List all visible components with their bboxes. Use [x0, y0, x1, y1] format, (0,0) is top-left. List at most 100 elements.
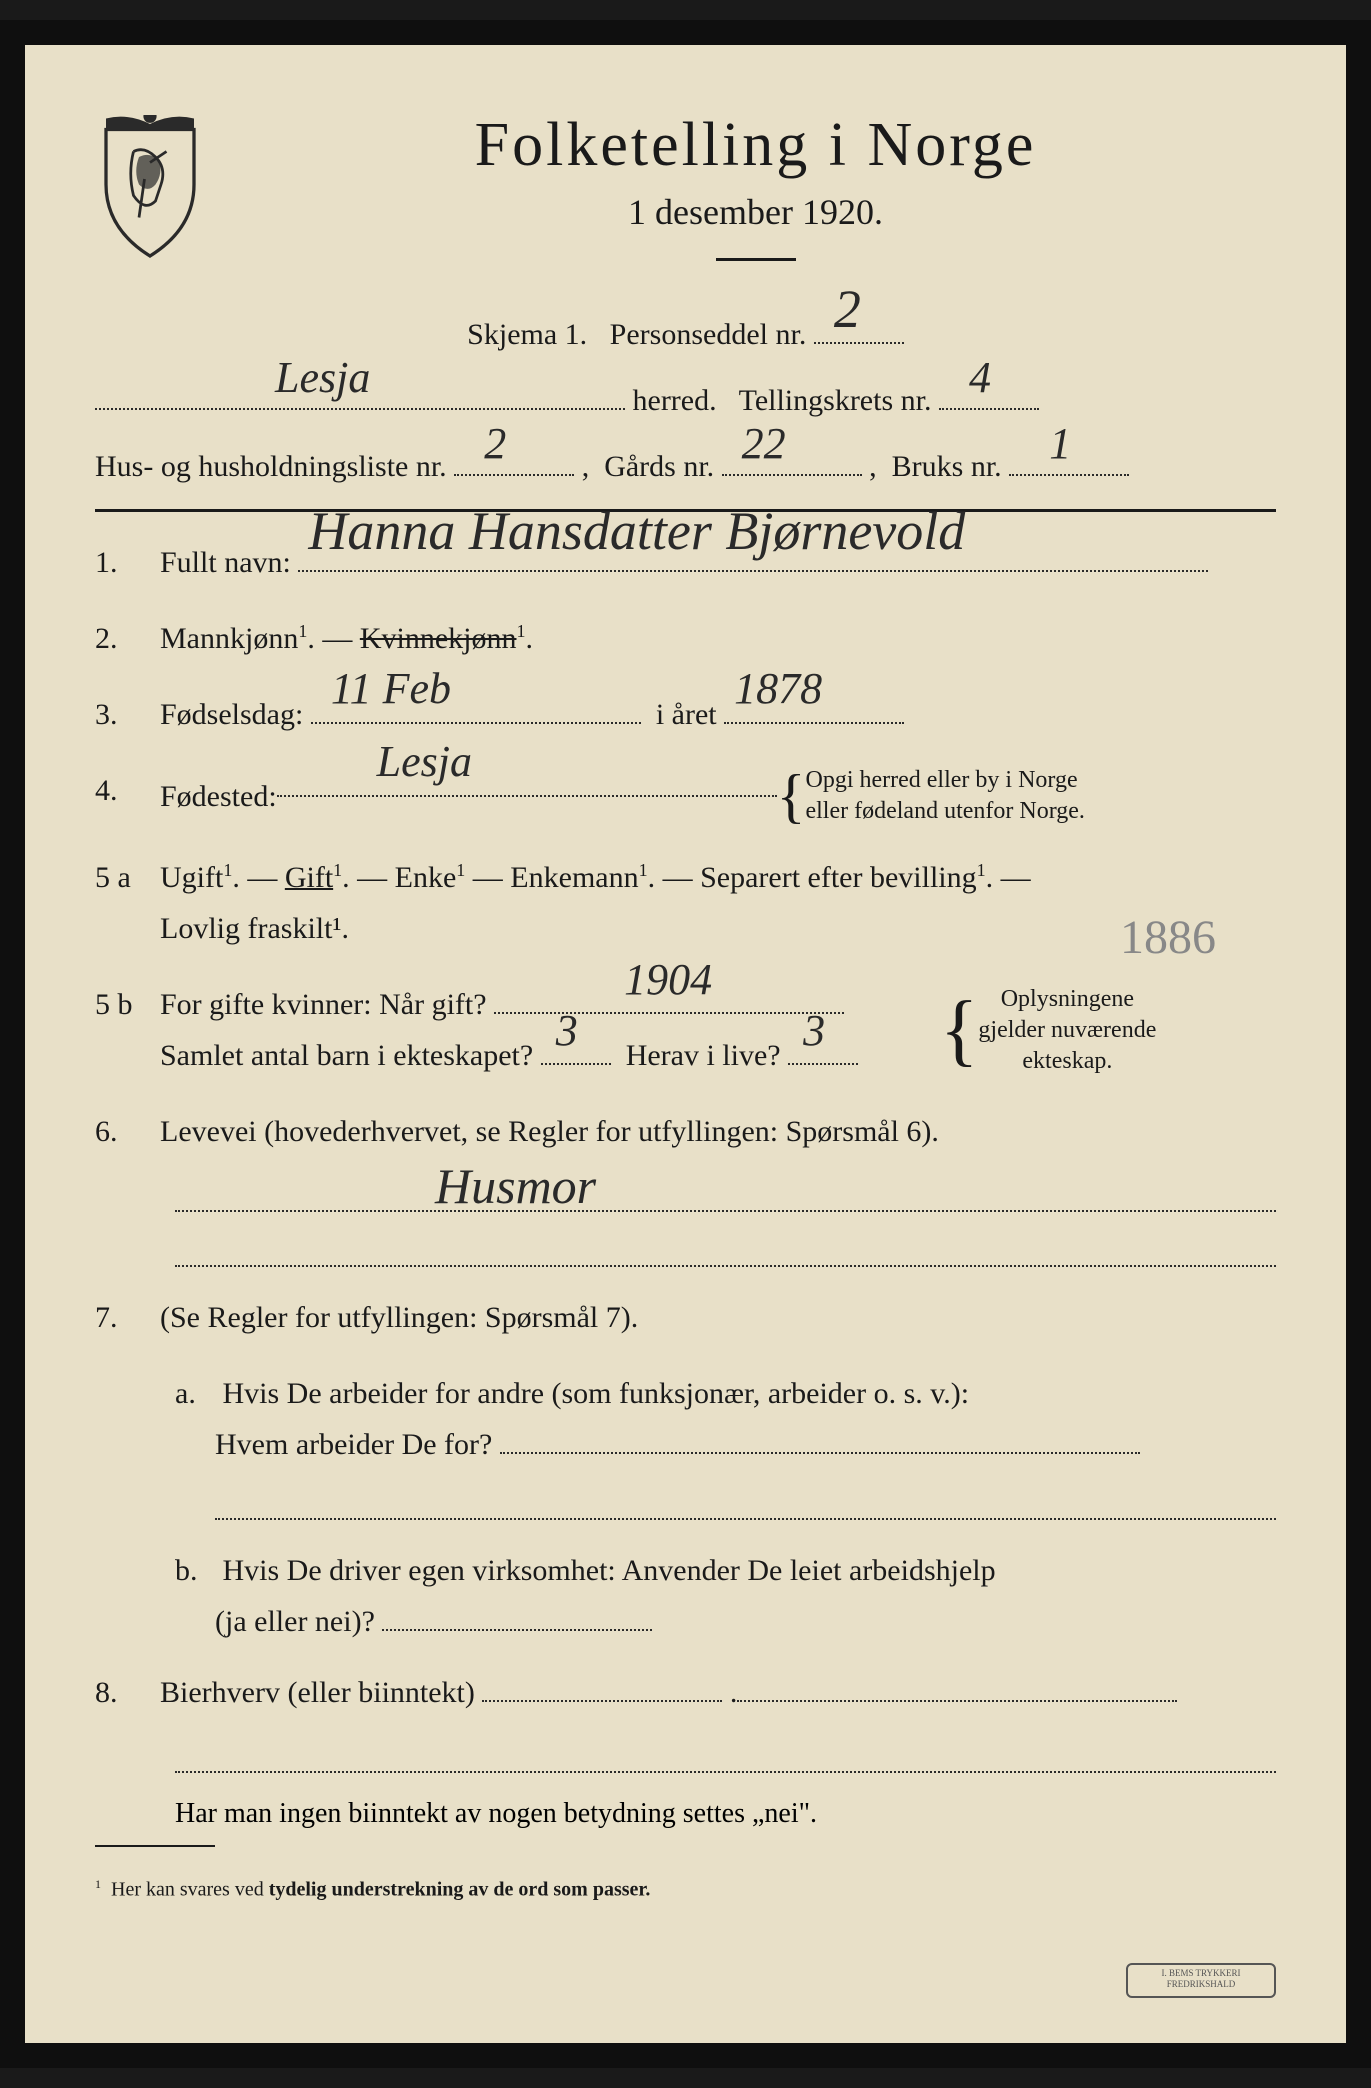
- q1-label: Fullt navn:: [160, 546, 291, 579]
- personseddel-field: 2: [814, 342, 904, 344]
- husliste-label: Hus- og husholdningsliste nr.: [95, 450, 447, 483]
- q6-field: Husmor: [175, 1182, 1276, 1212]
- q3-year-field: 1878: [724, 722, 904, 724]
- q8-note: Har man ingen biinntekt av nogen betydni…: [175, 1798, 1276, 1830]
- personseddel-label: Personseddel nr.: [610, 318, 807, 351]
- crest-icon: [95, 115, 205, 265]
- q7a: a. Hvis De arbeider for andre (som funks…: [175, 1368, 1276, 1470]
- q7b-line1: Hvis De driver egen virksomhet: Anvender…: [223, 1554, 996, 1587]
- q5b-barn-field: 3: [541, 1063, 611, 1065]
- q6-num: 6.: [95, 1106, 160, 1157]
- q5b-live-label: Herav i live?: [626, 1039, 781, 1072]
- q3: 3. Fødselsdag: 11 Feb i året 1878: [95, 689, 1276, 740]
- bruks-field: 1: [1009, 474, 1129, 476]
- herred-value: Lesja: [275, 343, 370, 413]
- bruks-value: 1: [1049, 409, 1071, 479]
- q5a-body: Ugift1. — Gift1. — Enke1 — Enkemann1. — …: [160, 852, 1276, 954]
- q5b-body: For gifte kvinner: Når gift? 1904 Samlet…: [160, 979, 1276, 1081]
- q3-day-value: 11 Feb: [331, 652, 451, 727]
- q2: 2. Mannkjønn1. — Kvinnekjønn1.: [95, 613, 1276, 664]
- q7a-field-2: [215, 1490, 1276, 1520]
- q5b-note1: Oplysningene: [1001, 986, 1134, 1012]
- q6: 6. Levevei (hovederhvervet, se Regler fo…: [95, 1106, 1276, 1157]
- q7a-field: [500, 1452, 1140, 1454]
- bruks-label: Bruks nr.: [892, 450, 1002, 483]
- q8-body: Bierhverv (eller biinntekt) .: [160, 1667, 1276, 1718]
- q8-label: Bierhverv (eller biinntekt): [160, 1676, 475, 1709]
- q6-value: Husmor: [435, 1157, 596, 1215]
- q4-field: Lesja: [277, 795, 777, 797]
- q5a-num: 5 a: [95, 852, 160, 954]
- personseddel-value: 2: [834, 266, 861, 352]
- husliste-line: Hus- og husholdningsliste nr. 2 , Gårds …: [95, 443, 1276, 491]
- q2-body: Mannkjønn1. — Kvinnekjønn1.: [160, 613, 1276, 664]
- q3-year-label: i året: [656, 698, 717, 731]
- census-form-page: Folketelling i Norge 1 desember 1920. Sk…: [0, 20, 1371, 2068]
- q5b-barn-label: Samlet antal barn i ekteskapet?: [160, 1039, 533, 1072]
- q8-field: [482, 1700, 722, 1702]
- q5b-label: For gifte kvinner: Når gift?: [160, 988, 487, 1021]
- q4-num: 4.: [95, 765, 160, 827]
- q1-value: Hanna Hansdatter Bjørnevold: [308, 486, 965, 578]
- title-divider: [716, 258, 796, 261]
- q7a-line2: Hvem arbeider De for?: [215, 1428, 492, 1461]
- q5b-note2: gjelder nuværende: [978, 1017, 1156, 1043]
- q5b-note3: ekteskap.: [1022, 1048, 1112, 1074]
- q1: 1. Fullt navn: Hanna Hansdatter Bjørnevo…: [95, 537, 1276, 588]
- q5a-line2: Lovlig fraskilt¹.: [160, 912, 349, 945]
- q7b-field: [382, 1629, 652, 1631]
- q5a: 5 a Ugift1. — Gift1. — Enke1 — Enkemann1…: [95, 852, 1276, 954]
- q6-label: Levevei (hovederhvervet, se Regler for u…: [160, 1115, 939, 1148]
- q2-mann: Mannkjønn: [160, 622, 298, 655]
- herred-label: herred.: [633, 384, 717, 417]
- tellingskrets-value: 4: [969, 343, 991, 413]
- tellingskrets-field: 4: [939, 408, 1039, 410]
- q1-num: 1.: [95, 537, 160, 588]
- q4-note1: Opgi herred eller by i Norge: [805, 767, 1077, 793]
- q3-body: Fødselsdag: 11 Feb i året 1878: [160, 689, 1276, 740]
- skjema-label: Skjema 1.: [467, 318, 587, 351]
- q7b-letter: b.: [175, 1545, 215, 1596]
- q5b-year-field: 1904: [494, 1012, 844, 1014]
- q5b-note: Oplysningene gjelder nuværende ekteskap.: [978, 984, 1156, 1078]
- gards-value: 22: [742, 409, 786, 479]
- footnote: 1 Her kan svares ved tydelig understrekn…: [95, 1877, 1276, 1902]
- herred-line: Lesja herred. Tellingskrets nr. 4: [95, 377, 1276, 425]
- herred-field: Lesja: [95, 408, 625, 410]
- gards-field: 22: [722, 474, 862, 476]
- q5b-num: 5 b: [95, 979, 160, 1081]
- brace-icon: {: [940, 998, 978, 1062]
- q4: 4. Fødested: Lesja { Opgi herred eller b…: [95, 765, 1276, 827]
- q7b: b. Hvis De driver egen virksomhet: Anven…: [175, 1545, 1276, 1647]
- q3-label: Fødselsdag:: [160, 698, 303, 731]
- q8-num: 8.: [95, 1667, 160, 1718]
- q6-body: Levevei (hovederhvervet, se Regler for u…: [160, 1106, 1276, 1157]
- title-block: Folketelling i Norge 1 desember 1920.: [235, 95, 1276, 291]
- q4-note: Opgi herred eller by i Norge eller fødel…: [805, 765, 1084, 827]
- q3-num: 3.: [95, 689, 160, 740]
- footnote-rule: [95, 1845, 215, 1847]
- q8: 8. Bierhverv (eller biinntekt) .: [95, 1667, 1276, 1718]
- pencil-year: 1886: [1120, 897, 1216, 979]
- q5b-year-value: 1904: [624, 943, 712, 1018]
- husliste-value: 2: [484, 409, 506, 479]
- q4-value: Lesja: [377, 725, 472, 800]
- q6-field-2: [175, 1237, 1276, 1267]
- q1-body: Fullt navn: Hanna Hansdatter Bjørnevold: [160, 537, 1276, 588]
- subtitle: 1 desember 1920.: [235, 191, 1276, 233]
- q5b-live-value: 3: [803, 994, 825, 1069]
- q7-num: 7.: [95, 1292, 160, 1343]
- q7: 7. (Se Regler for utfyllingen: Spørsmål …: [95, 1292, 1276, 1343]
- printer-stamp: I. BEMS TRYKKERI FREDRIKSHALD: [1126, 1963, 1276, 1998]
- q4-note2: eller fødeland utenfor Norge.: [805, 798, 1084, 824]
- skjema-line: Skjema 1. Personseddel nr. 2: [95, 311, 1276, 359]
- q3-day-field: 11 Feb: [311, 722, 641, 724]
- gards-label: Gårds nr.: [604, 450, 714, 483]
- q8-field-3: [175, 1743, 1276, 1773]
- main-title: Folketelling i Norge: [235, 110, 1276, 181]
- q1-field: Hanna Hansdatter Bjørnevold: [298, 570, 1208, 572]
- q2-num: 2.: [95, 613, 160, 664]
- q3-year-value: 1878: [734, 652, 822, 727]
- q5b-barn-value: 3: [556, 994, 578, 1069]
- q7a-line1: Hvis De arbeider for andre (som funksjon…: [223, 1377, 970, 1410]
